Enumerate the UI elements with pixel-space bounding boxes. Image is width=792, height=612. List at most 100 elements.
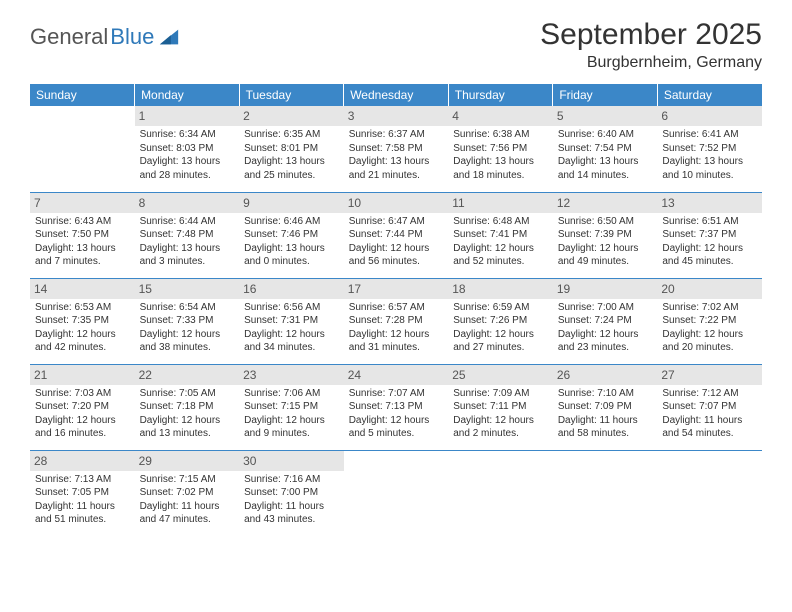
calendar-cell: 14Sunrise: 6:53 AMSunset: 7:35 PMDayligh… xyxy=(30,278,135,364)
cell-content: Sunrise: 7:13 AMSunset: 7:05 PMDaylight:… xyxy=(34,473,131,527)
calendar-cell: 13Sunrise: 6:51 AMSunset: 7:37 PMDayligh… xyxy=(657,192,762,278)
cell-content: Sunrise: 6:51 AMSunset: 7:37 PMDaylight:… xyxy=(661,215,758,269)
daylight1-text: Daylight: 12 hours xyxy=(662,242,757,256)
daylight1-text: Daylight: 12 hours xyxy=(662,328,757,342)
day-number: 25 xyxy=(448,365,553,385)
day-number: 29 xyxy=(135,451,240,471)
daylight2-text: and 58 minutes. xyxy=(558,427,653,441)
header: GeneralBlue September 2025 Burgbernheim,… xyxy=(30,18,762,72)
daylight2-text: and 0 minutes. xyxy=(244,255,339,269)
day-number: 1 xyxy=(135,106,240,126)
cell-content: Sunrise: 6:37 AMSunset: 7:58 PMDaylight:… xyxy=(348,128,445,182)
day-number: 2 xyxy=(239,106,344,126)
sunrise-text: Sunrise: 7:13 AM xyxy=(35,473,130,487)
weekday-header-row: Sunday Monday Tuesday Wednesday Thursday… xyxy=(30,84,762,106)
daylight2-text: and 3 minutes. xyxy=(140,255,235,269)
cell-content: Sunrise: 7:05 AMSunset: 7:18 PMDaylight:… xyxy=(139,387,236,441)
sunset-text: Sunset: 7:56 PM xyxy=(453,142,548,156)
logo: GeneralBlue xyxy=(30,18,180,50)
sunrise-text: Sunrise: 7:05 AM xyxy=(140,387,235,401)
sunset-text: Sunset: 7:41 PM xyxy=(453,228,548,242)
day-number: 4 xyxy=(448,106,553,126)
daylight1-text: Daylight: 11 hours xyxy=(35,500,130,514)
sunrise-text: Sunrise: 6:54 AM xyxy=(140,301,235,315)
daylight1-text: Daylight: 12 hours xyxy=(244,414,339,428)
weekday-header: Tuesday xyxy=(239,84,344,106)
sunrise-text: Sunrise: 6:43 AM xyxy=(35,215,130,229)
sunset-text: Sunset: 7:26 PM xyxy=(453,314,548,328)
day-number: 8 xyxy=(135,193,240,213)
weekday-header: Monday xyxy=(135,84,240,106)
day-number: 11 xyxy=(448,193,553,213)
cell-content: Sunrise: 6:38 AMSunset: 7:56 PMDaylight:… xyxy=(452,128,549,182)
day-number: 13 xyxy=(657,193,762,213)
sunrise-text: Sunrise: 6:37 AM xyxy=(349,128,444,142)
sunrise-text: Sunrise: 7:02 AM xyxy=(662,301,757,315)
sunset-text: Sunset: 7:31 PM xyxy=(244,314,339,328)
daylight1-text: Daylight: 12 hours xyxy=(453,328,548,342)
daylight1-text: Daylight: 12 hours xyxy=(349,242,444,256)
cell-content: Sunrise: 7:03 AMSunset: 7:20 PMDaylight:… xyxy=(34,387,131,441)
daylight1-text: Daylight: 12 hours xyxy=(349,328,444,342)
daylight1-text: Daylight: 13 hours xyxy=(140,155,235,169)
sunset-text: Sunset: 7:22 PM xyxy=(662,314,757,328)
calendar-cell: 6 Sunrise: 6:41 AMSunset: 7:52 PMDaylight… xyxy=(657,106,762,192)
sunrise-text: Sunrise: 7:00 AM xyxy=(558,301,653,315)
daylight2-text: and 10 minutes. xyxy=(662,169,757,183)
calendar-cell xyxy=(553,450,658,536)
calendar-cell: 18Sunrise: 6:59 AMSunset: 7:26 PMDayligh… xyxy=(448,278,553,364)
daylight1-text: Daylight: 12 hours xyxy=(140,414,235,428)
cell-content: Sunrise: 7:06 AMSunset: 7:15 PMDaylight:… xyxy=(243,387,340,441)
calendar-cell: 29Sunrise: 7:15 AMSunset: 7:02 PMDayligh… xyxy=(135,450,240,536)
calendar-row: 21Sunrise: 7:03 AMSunset: 7:20 PMDayligh… xyxy=(30,364,762,450)
cell-content: Sunrise: 6:44 AMSunset: 7:48 PMDaylight:… xyxy=(139,215,236,269)
calendar-row: 1Sunrise: 6:34 AMSunset: 8:03 PMDaylight… xyxy=(30,106,762,192)
day-number: 12 xyxy=(553,193,658,213)
day-number: 6 xyxy=(657,106,762,126)
calendar-cell: 19Sunrise: 7:00 AMSunset: 7:24 PMDayligh… xyxy=(553,278,658,364)
cell-content: Sunrise: 6:54 AMSunset: 7:33 PMDaylight:… xyxy=(139,301,236,355)
cell-content: Sunrise: 6:53 AMSunset: 7:35 PMDaylight:… xyxy=(34,301,131,355)
calendar-cell: 16Sunrise: 6:56 AMSunset: 7:31 PMDayligh… xyxy=(239,278,344,364)
cell-content: Sunrise: 6:57 AMSunset: 7:28 PMDaylight:… xyxy=(348,301,445,355)
daylight2-text: and 56 minutes. xyxy=(349,255,444,269)
cell-content: Sunrise: 6:46 AMSunset: 7:46 PMDaylight:… xyxy=(243,215,340,269)
cell-content: Sunrise: 7:16 AMSunset: 7:00 PMDaylight:… xyxy=(243,473,340,527)
cell-content: Sunrise: 7:15 AMSunset: 7:02 PMDaylight:… xyxy=(139,473,236,527)
cell-content: Sunrise: 6:48 AMSunset: 7:41 PMDaylight:… xyxy=(452,215,549,269)
sunrise-text: Sunrise: 6:41 AM xyxy=(662,128,757,142)
calendar-cell: 22Sunrise: 7:05 AMSunset: 7:18 PMDayligh… xyxy=(135,364,240,450)
daylight2-text: and 27 minutes. xyxy=(453,341,548,355)
daylight1-text: Daylight: 11 hours xyxy=(140,500,235,514)
daylight2-text: and 16 minutes. xyxy=(35,427,130,441)
daylight2-text: and 7 minutes. xyxy=(35,255,130,269)
sunset-text: Sunset: 7:50 PM xyxy=(35,228,130,242)
daylight1-text: Daylight: 11 hours xyxy=(662,414,757,428)
sunset-text: Sunset: 7:09 PM xyxy=(558,400,653,414)
calendar-cell xyxy=(448,450,553,536)
sunrise-text: Sunrise: 6:50 AM xyxy=(558,215,653,229)
weekday-header: Saturday xyxy=(657,84,762,106)
daylight1-text: Daylight: 13 hours xyxy=(662,155,757,169)
daylight1-text: Daylight: 12 hours xyxy=(35,328,130,342)
calendar-cell: 26Sunrise: 7:10 AMSunset: 7:09 PMDayligh… xyxy=(553,364,658,450)
sunrise-text: Sunrise: 7:09 AM xyxy=(453,387,548,401)
sunset-text: Sunset: 7:52 PM xyxy=(662,142,757,156)
sunrise-text: Sunrise: 6:44 AM xyxy=(140,215,235,229)
calendar-cell: 5Sunrise: 6:40 AMSunset: 7:54 PMDaylight… xyxy=(553,106,658,192)
day-number: 9 xyxy=(239,193,344,213)
logo-text-blue: Blue xyxy=(110,24,154,50)
daylight1-text: Daylight: 12 hours xyxy=(35,414,130,428)
daylight2-text: and 52 minutes. xyxy=(453,255,548,269)
sunset-text: Sunset: 7:00 PM xyxy=(244,486,339,500)
sunset-text: Sunset: 7:54 PM xyxy=(558,142,653,156)
day-number: 26 xyxy=(553,365,658,385)
daylight1-text: Daylight: 12 hours xyxy=(349,414,444,428)
sunrise-text: Sunrise: 6:46 AM xyxy=(244,215,339,229)
calendar-cell: 23Sunrise: 7:06 AMSunset: 7:15 PMDayligh… xyxy=(239,364,344,450)
daylight1-text: Daylight: 11 hours xyxy=(244,500,339,514)
sunset-text: Sunset: 7:07 PM xyxy=(662,400,757,414)
sunset-text: Sunset: 7:20 PM xyxy=(35,400,130,414)
daylight1-text: Daylight: 12 hours xyxy=(558,242,653,256)
calendar-cell: 27Sunrise: 7:12 AMSunset: 7:07 PMDayligh… xyxy=(657,364,762,450)
